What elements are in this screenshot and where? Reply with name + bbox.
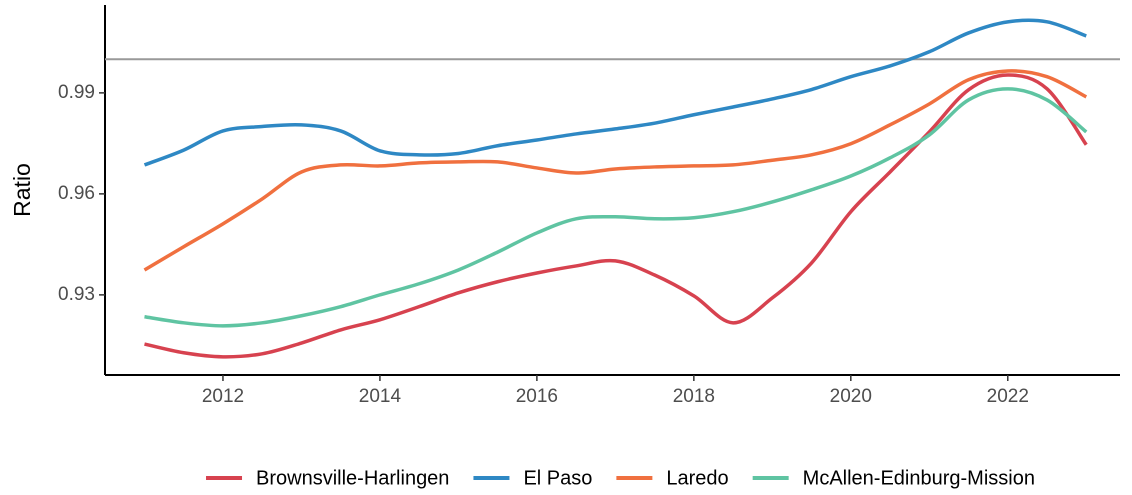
y-tick-label: 0.96 — [58, 183, 95, 204]
legend: Brownsville-Harlingen El Paso Laredo McAlle… — [206, 467, 1035, 489]
legend-label: El Paso — [523, 467, 592, 489]
y-axis-title: Ratio — [9, 163, 35, 217]
legend-label: McAllen-Edinburg-Mission — [803, 467, 1035, 489]
x-tick-label: 2012 — [202, 386, 244, 407]
series-line — [144, 73, 1088, 359]
legend-label: Laredo — [666, 467, 728, 489]
x-tick-label: 2018 — [673, 386, 715, 407]
y-tick-label: 0.99 — [58, 82, 95, 103]
series-line — [143, 69, 1088, 272]
legend-label: Brownsville-Harlingen — [256, 467, 449, 489]
series-line — [143, 18, 1087, 167]
x-tick-label: 2020 — [830, 386, 872, 407]
y-tick-label: 0.93 — [58, 284, 95, 305]
series-line — [144, 87, 1088, 328]
x-tick-label: 2014 — [359, 386, 402, 407]
x-tick-label: 2016 — [516, 386, 558, 407]
x-tick-label: 2022 — [987, 386, 1029, 407]
